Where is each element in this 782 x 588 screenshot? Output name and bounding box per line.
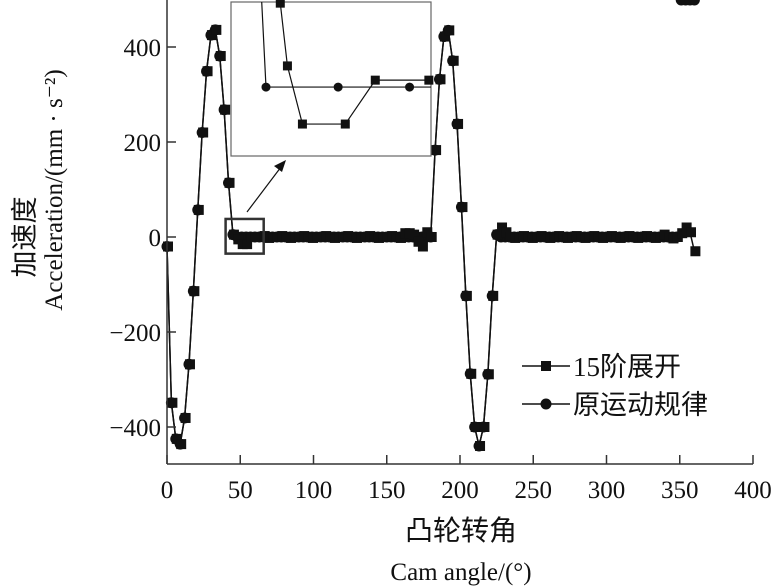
data-point-square (461, 290, 472, 301)
inset-point-circle (261, 82, 271, 92)
data-point-square (198, 127, 209, 138)
plot-area (161, 0, 701, 452)
data-point-square (677, 228, 688, 239)
inset-point-square (424, 75, 434, 85)
inset-point-circle (405, 82, 415, 92)
axes: 0 50 100 150 200 250 300 350 400 −400 −200 0 200 400 (109, 0, 772, 504)
y-tick-label: −400 (109, 415, 161, 442)
x-tick-label: 200 (441, 477, 479, 504)
data-point-square (435, 74, 446, 85)
data-point-square (189, 286, 200, 297)
zoom-region-box (224, 217, 265, 255)
x-axis-label-cn: 凸轮转角 (405, 515, 517, 547)
data-point-square (224, 177, 235, 188)
data-point-square (163, 241, 173, 252)
data-point-square (444, 25, 455, 36)
y-axis-label: 加速度 Acceleration/(mm · s⁻²) (10, 69, 68, 310)
x-tick-label: 350 (661, 477, 699, 504)
x-tick-label: 150 (368, 477, 406, 504)
data-point-square (483, 369, 494, 380)
data-point-square (206, 30, 217, 41)
data-point-square (215, 51, 226, 62)
x-tick-label: 300 (588, 477, 626, 504)
y-tick-label: 200 (124, 130, 162, 157)
data-point-square (457, 202, 468, 213)
legend: 15阶展开 原运动规律 (522, 352, 708, 420)
inset-point-square (370, 75, 380, 85)
legend-item-15th-order: 15阶展开 (522, 352, 681, 382)
data-point-square (242, 239, 253, 250)
data-point-square (448, 55, 459, 66)
inset-point-square (297, 119, 307, 129)
data-point-square (479, 422, 490, 432)
y-tick-label: 400 (124, 35, 162, 62)
data-point-square (466, 368, 477, 379)
data-point-square (439, 31, 450, 42)
arrow-head-icon (274, 160, 286, 172)
legend-label: 15阶展开 (573, 352, 681, 382)
data-point-square (470, 422, 481, 432)
data-point-square (690, 246, 701, 257)
data-point-square (409, 229, 420, 240)
y-tick-label: 0 (149, 225, 162, 252)
data-point-square (167, 397, 178, 408)
data-point-square (686, 227, 697, 238)
data-point-square (417, 241, 428, 252)
data-point-square (426, 232, 437, 242)
data-point-square (171, 433, 182, 444)
circle-marker-icon (540, 398, 552, 410)
inset-point-circle (333, 82, 343, 92)
legend-label: 原运动规律 (573, 390, 708, 420)
data-point-square (184, 359, 195, 370)
data-point-circle (688, 0, 700, 6)
arrow-line (246, 166, 282, 213)
x-tick-label: 0 (161, 477, 174, 504)
x-axis-label-en: Cam angle/(°) (390, 559, 531, 586)
inset-frame (230, 1, 432, 157)
y-tick-label: −200 (109, 320, 161, 347)
x-tick-label: 250 (515, 477, 553, 504)
square-marker-icon (541, 361, 551, 371)
inset-point-square (275, 0, 285, 8)
data-point-square (176, 439, 187, 450)
data-point-square (488, 290, 499, 301)
x-tick-label: 400 (734, 477, 772, 504)
inset-point-square (282, 61, 292, 71)
data-point-square (492, 229, 503, 240)
data-point-square (475, 441, 486, 451)
y-axis-label-en: Acceleration/(mm · s⁻²) (41, 69, 68, 310)
data-point-square (193, 204, 204, 215)
y-axis-label-cn: 加速度 (10, 197, 40, 278)
data-point-square (180, 412, 191, 423)
data-point-square (453, 118, 464, 129)
legend-item-original: 原运动规律 (522, 390, 708, 420)
zoom-inset (224, 0, 434, 255)
data-point-square (220, 104, 231, 115)
data-point-square (202, 66, 213, 77)
data-point-square (211, 24, 222, 35)
data-point-square (431, 145, 442, 156)
x-tick-label: 100 (295, 477, 333, 504)
inset-point-square (340, 119, 350, 129)
x-tick-label: 50 (228, 477, 253, 504)
